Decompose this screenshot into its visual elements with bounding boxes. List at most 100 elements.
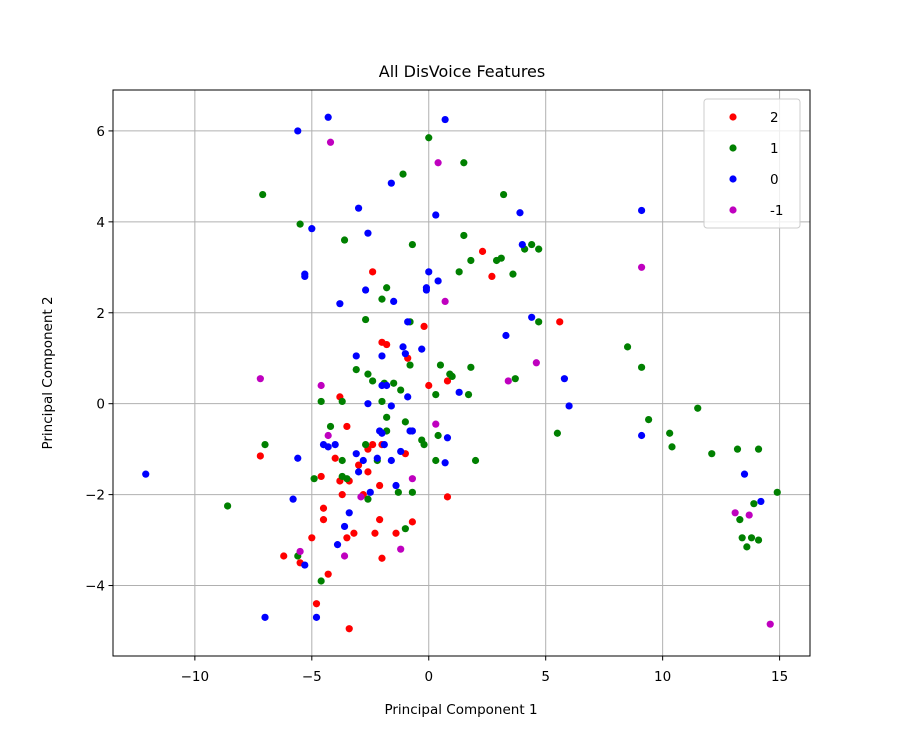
data-point-series-0 <box>324 113 332 121</box>
legend: 2 1 0 -1 <box>703 98 801 229</box>
data-point-series-2 <box>308 534 316 542</box>
data-point-series-1 <box>364 495 372 503</box>
data-point-series-0 <box>418 345 426 353</box>
data-point-series-2 <box>324 570 332 578</box>
data-point-series-2 <box>369 268 377 276</box>
x-tick-label: −10 <box>181 669 210 685</box>
data-point-series-2 <box>338 491 346 499</box>
data-point-series-0 <box>366 488 374 496</box>
data-point-series-0 <box>528 313 536 321</box>
data-point-series-0 <box>502 331 510 340</box>
data-point-series-1 <box>694 404 702 412</box>
data-point-series-1 <box>436 361 445 369</box>
data-point-series-1 <box>668 443 676 451</box>
data-point-series-1 <box>432 456 440 465</box>
data-point-series--1 <box>441 297 449 305</box>
data-point-series-0 <box>294 454 302 462</box>
data-point-series-1 <box>467 363 475 371</box>
data-point-series--1 <box>504 377 512 385</box>
data-point-series-1 <box>397 386 405 394</box>
data-point-series-1 <box>708 450 716 458</box>
data-point-series-1 <box>747 534 756 542</box>
x-tick-label: −5 <box>302 669 322 685</box>
data-point-series--1 <box>397 545 405 553</box>
y-tick-label: 6 <box>96 124 105 140</box>
data-point-series-1 <box>535 245 543 253</box>
data-point-series-0 <box>383 381 391 390</box>
data-point-series-1 <box>408 240 416 249</box>
data-point-series-1 <box>338 456 346 465</box>
data-point-series-1 <box>378 397 386 406</box>
y-tick-label: −2 <box>85 488 105 504</box>
data-point-series-2 <box>378 338 386 346</box>
data-point-series-0 <box>401 350 409 358</box>
data-point-series-2 <box>331 454 339 462</box>
data-point-series-1 <box>750 500 758 508</box>
data-point-series-0 <box>565 402 573 410</box>
data-point-series-1 <box>736 516 744 524</box>
data-point-series-0 <box>340 522 349 531</box>
data-point-series--1 <box>324 431 332 440</box>
data-point-series-1 <box>535 318 543 326</box>
data-point-series-2 <box>317 472 325 481</box>
data-point-series-1 <box>471 456 480 465</box>
data-point-series-0 <box>362 286 370 294</box>
data-point-series--1 <box>256 375 264 383</box>
data-point-series-1 <box>420 441 428 449</box>
data-point-series-1 <box>390 379 398 387</box>
data-point-series-0 <box>637 431 646 440</box>
data-point-series-0 <box>378 352 386 360</box>
data-point-series-0 <box>740 470 749 478</box>
data-point-series-0 <box>516 209 524 217</box>
data-point-series-1 <box>338 397 346 406</box>
data-point-series-2 <box>345 625 353 633</box>
data-point-series-1 <box>224 502 232 510</box>
data-point-series-0 <box>312 613 321 621</box>
legend-label-2: 2 <box>770 110 779 126</box>
data-point-series-0 <box>441 459 449 467</box>
data-point-series-0 <box>378 429 386 437</box>
data-point-series--1 <box>340 552 349 560</box>
data-point-series-1 <box>401 525 409 533</box>
data-point-series-1 <box>343 475 351 483</box>
data-point-series-1 <box>553 429 561 437</box>
data-point-series-2 <box>280 552 288 560</box>
data-point-series--1 <box>408 475 416 483</box>
plot-area-frame <box>112 89 811 657</box>
data-point-series--1 <box>326 138 335 146</box>
data-point-series-2 <box>371 529 379 537</box>
data-point-series-1 <box>326 422 335 431</box>
data-point-series-0 <box>261 613 269 621</box>
x-tick-label: 15 <box>771 669 788 685</box>
data-point-series-1 <box>364 370 372 378</box>
data-point-series-0 <box>301 272 309 280</box>
data-point-series-1 <box>383 413 391 421</box>
data-point-series-1 <box>460 159 468 167</box>
data-point-series--1 <box>637 263 646 271</box>
data-point-series-1 <box>645 415 653 424</box>
data-point-series--1 <box>731 509 739 517</box>
data-point-series-2 <box>343 422 351 431</box>
data-point-series--1 <box>766 620 774 628</box>
data-points <box>142 113 781 633</box>
data-point-series-1 <box>432 390 440 399</box>
data-point-series-1 <box>511 375 519 383</box>
data-point-series-1 <box>362 315 370 324</box>
data-point-series-0 <box>336 300 344 308</box>
data-point-series-2 <box>256 452 264 460</box>
data-point-series-0 <box>354 468 363 476</box>
data-point-series-1 <box>408 488 416 496</box>
data-point-series-0 <box>354 204 363 212</box>
data-point-series-0 <box>404 393 412 401</box>
data-point-series-0 <box>294 127 302 135</box>
data-point-series-1 <box>460 231 468 240</box>
data-point-series-1 <box>406 361 414 369</box>
data-point-series-1 <box>509 270 517 278</box>
data-point-series-0 <box>387 402 395 410</box>
data-point-series-1 <box>394 488 402 496</box>
data-point-series-2 <box>556 318 564 326</box>
data-point-series--1 <box>432 420 440 428</box>
data-point-series-0 <box>560 375 569 383</box>
